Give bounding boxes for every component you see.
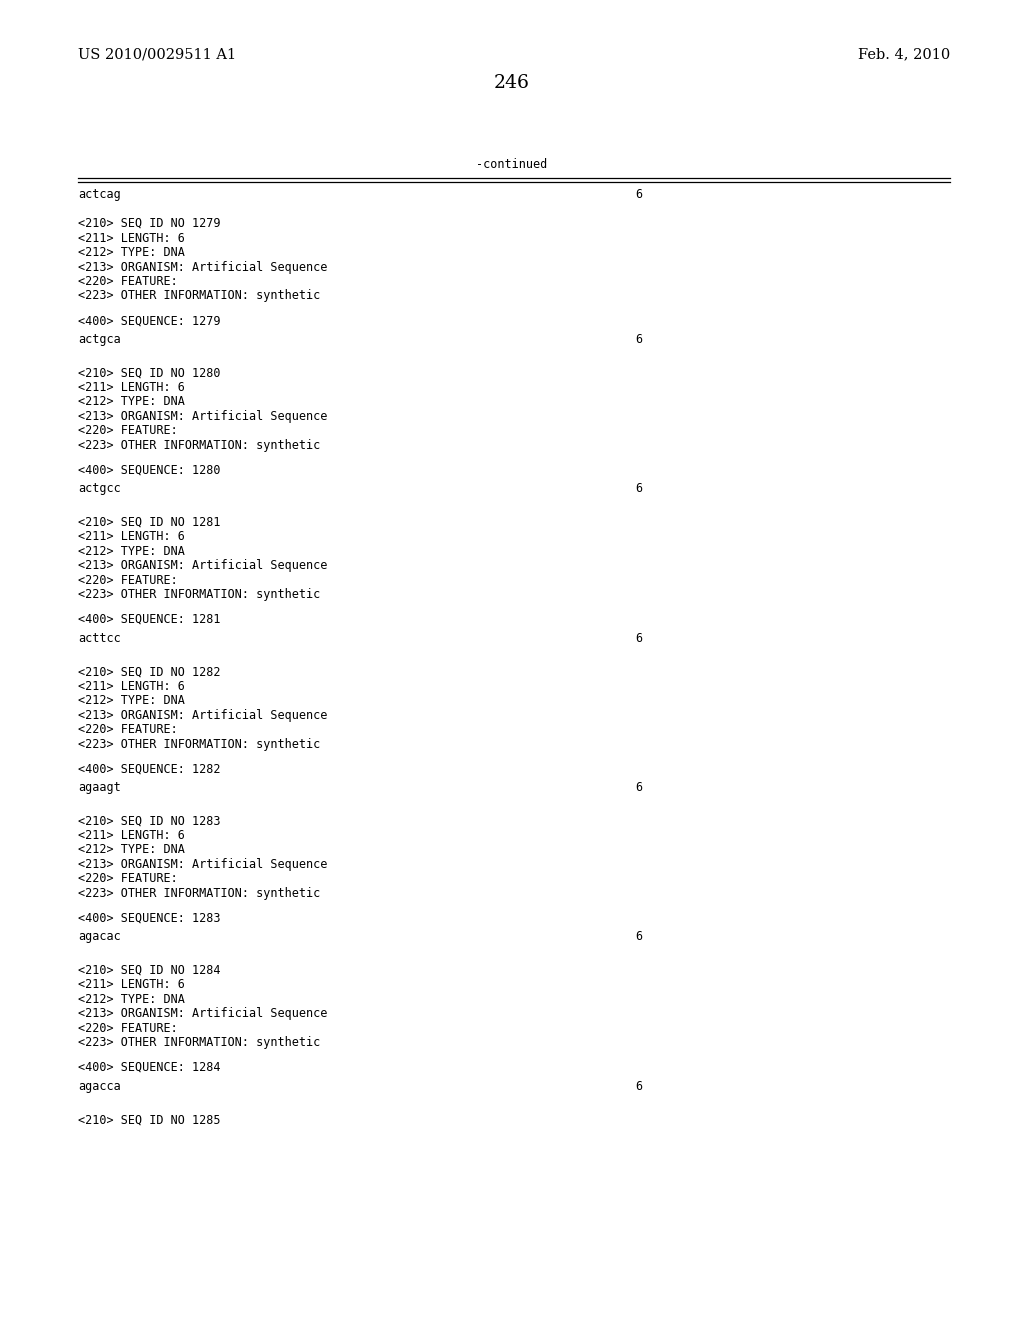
- Text: <211> LENGTH: 6: <211> LENGTH: 6: [78, 381, 185, 393]
- Text: <223> OTHER INFORMATION: synthetic: <223> OTHER INFORMATION: synthetic: [78, 438, 321, 451]
- Text: 6: 6: [635, 931, 642, 944]
- Text: agacac: agacac: [78, 931, 121, 944]
- Text: <210> SEQ ID NO 1279: <210> SEQ ID NO 1279: [78, 216, 220, 230]
- Text: <220> FEATURE:: <220> FEATURE:: [78, 1022, 178, 1035]
- Text: <210> SEQ ID NO 1280: <210> SEQ ID NO 1280: [78, 367, 220, 379]
- Text: <220> FEATURE:: <220> FEATURE:: [78, 275, 178, 288]
- Text: <213> ORGANISM: Artificial Sequence: <213> ORGANISM: Artificial Sequence: [78, 858, 328, 871]
- Text: -continued: -continued: [476, 158, 548, 172]
- Text: <211> LENGTH: 6: <211> LENGTH: 6: [78, 829, 185, 842]
- Text: <211> LENGTH: 6: <211> LENGTH: 6: [78, 978, 185, 991]
- Text: 6: 6: [635, 482, 642, 495]
- Text: <212> TYPE: DNA: <212> TYPE: DNA: [78, 843, 185, 857]
- Text: Feb. 4, 2010: Feb. 4, 2010: [858, 48, 950, 61]
- Text: <220> FEATURE:: <220> FEATURE:: [78, 723, 178, 737]
- Text: 6: 6: [635, 781, 642, 795]
- Text: <212> TYPE: DNA: <212> TYPE: DNA: [78, 694, 185, 708]
- Text: actgcc: actgcc: [78, 482, 121, 495]
- Text: <210> SEQ ID NO 1283: <210> SEQ ID NO 1283: [78, 814, 220, 828]
- Text: <213> ORGANISM: Artificial Sequence: <213> ORGANISM: Artificial Sequence: [78, 709, 328, 722]
- Text: <223> OTHER INFORMATION: synthetic: <223> OTHER INFORMATION: synthetic: [78, 887, 321, 900]
- Text: <212> TYPE: DNA: <212> TYPE: DNA: [78, 396, 185, 408]
- Text: <212> TYPE: DNA: <212> TYPE: DNA: [78, 993, 185, 1006]
- Text: <212> TYPE: DNA: <212> TYPE: DNA: [78, 246, 185, 259]
- Text: <211> LENGTH: 6: <211> LENGTH: 6: [78, 680, 185, 693]
- Text: <211> LENGTH: 6: <211> LENGTH: 6: [78, 231, 185, 244]
- Text: agaagt: agaagt: [78, 781, 121, 795]
- Text: <223> OTHER INFORMATION: synthetic: <223> OTHER INFORMATION: synthetic: [78, 738, 321, 751]
- Text: <213> ORGANISM: Artificial Sequence: <213> ORGANISM: Artificial Sequence: [78, 1007, 328, 1020]
- Text: <213> ORGANISM: Artificial Sequence: <213> ORGANISM: Artificial Sequence: [78, 409, 328, 422]
- Text: <400> SEQUENCE: 1284: <400> SEQUENCE: 1284: [78, 1061, 220, 1074]
- Text: <213> ORGANISM: Artificial Sequence: <213> ORGANISM: Artificial Sequence: [78, 260, 328, 273]
- Text: <210> SEQ ID NO 1284: <210> SEQ ID NO 1284: [78, 964, 220, 977]
- Text: acttcc: acttcc: [78, 632, 121, 644]
- Text: <211> LENGTH: 6: <211> LENGTH: 6: [78, 531, 185, 544]
- Text: agacca: agacca: [78, 1080, 121, 1093]
- Text: <210> SEQ ID NO 1285: <210> SEQ ID NO 1285: [78, 1113, 220, 1126]
- Text: <213> ORGANISM: Artificial Sequence: <213> ORGANISM: Artificial Sequence: [78, 560, 328, 572]
- Text: <220> FEATURE:: <220> FEATURE:: [78, 574, 178, 586]
- Text: <220> FEATURE:: <220> FEATURE:: [78, 873, 178, 886]
- Text: <220> FEATURE:: <220> FEATURE:: [78, 424, 178, 437]
- Text: 246: 246: [494, 74, 530, 92]
- Text: <210> SEQ ID NO 1281: <210> SEQ ID NO 1281: [78, 516, 220, 529]
- Text: actgca: actgca: [78, 333, 121, 346]
- Text: <400> SEQUENCE: 1280: <400> SEQUENCE: 1280: [78, 463, 220, 477]
- Text: 6: 6: [635, 632, 642, 644]
- Text: <210> SEQ ID NO 1282: <210> SEQ ID NO 1282: [78, 665, 220, 678]
- Text: <223> OTHER INFORMATION: synthetic: <223> OTHER INFORMATION: synthetic: [78, 1036, 321, 1049]
- Text: US 2010/0029511 A1: US 2010/0029511 A1: [78, 48, 237, 61]
- Text: <400> SEQUENCE: 1279: <400> SEQUENCE: 1279: [78, 314, 220, 327]
- Text: 6: 6: [635, 187, 642, 201]
- Text: actcag: actcag: [78, 187, 121, 201]
- Text: 6: 6: [635, 333, 642, 346]
- Text: <400> SEQUENCE: 1281: <400> SEQUENCE: 1281: [78, 612, 220, 626]
- Text: <223> OTHER INFORMATION: synthetic: <223> OTHER INFORMATION: synthetic: [78, 289, 321, 302]
- Text: <212> TYPE: DNA: <212> TYPE: DNA: [78, 545, 185, 557]
- Text: 6: 6: [635, 1080, 642, 1093]
- Text: <400> SEQUENCE: 1282: <400> SEQUENCE: 1282: [78, 762, 220, 775]
- Text: <400> SEQUENCE: 1283: <400> SEQUENCE: 1283: [78, 912, 220, 924]
- Text: <223> OTHER INFORMATION: synthetic: <223> OTHER INFORMATION: synthetic: [78, 589, 321, 601]
